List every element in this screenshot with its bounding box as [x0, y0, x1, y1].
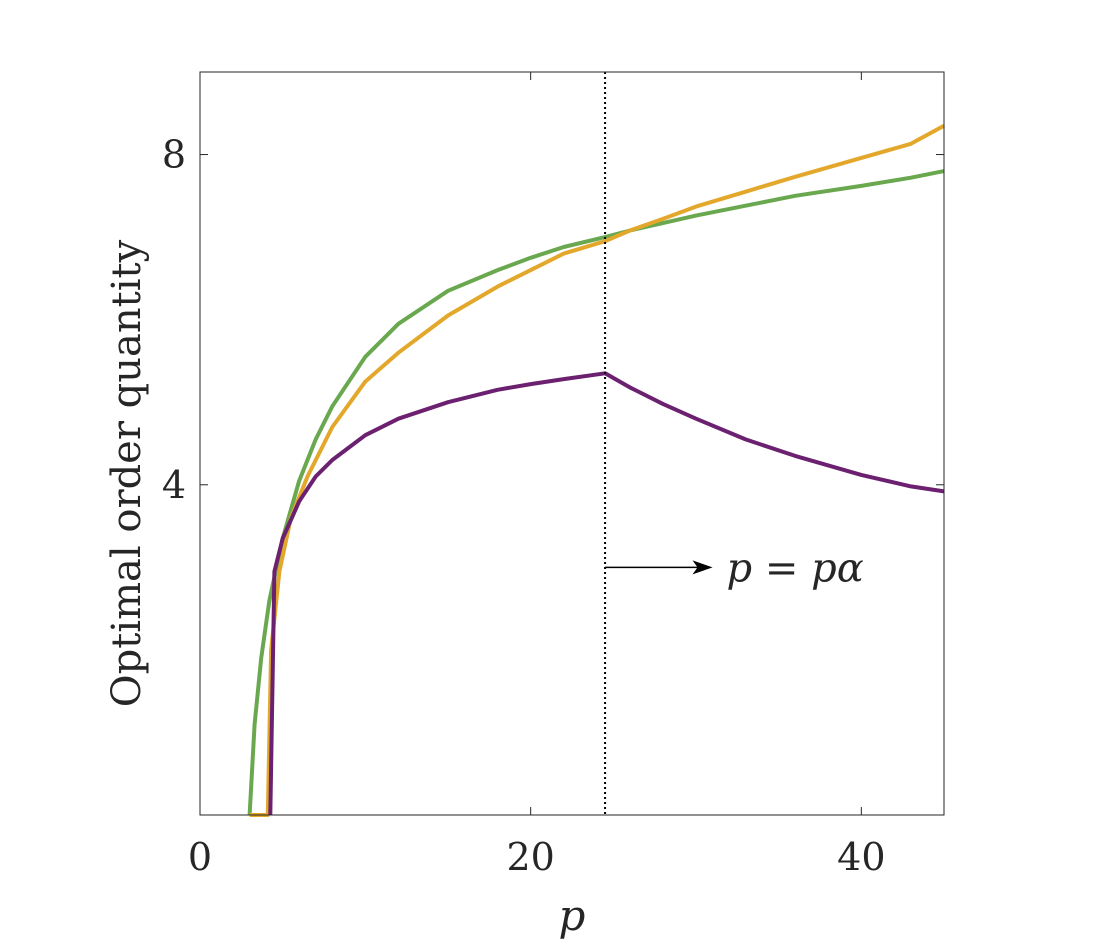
plot-frame: [199, 71, 945, 816]
x-tick-label: 40: [837, 835, 885, 879]
series-layer: [247, 123, 945, 817]
annotation-arrowhead: [692, 560, 713, 575]
x-axis-label: p: [559, 891, 586, 940]
y-tick-label: 4: [162, 463, 186, 507]
series-line-3: [268, 371, 945, 816]
axis-ticks: 0 20 40 4 8: [162, 72, 944, 879]
x-tick-label: 0: [188, 835, 212, 879]
y-axis-label: Optimal order quantity: [104, 239, 150, 707]
x-tick-label: 20: [506, 835, 554, 879]
series-line-2: [249, 123, 945, 817]
annotation-label: p = pα: [727, 545, 864, 591]
series-line-1: [247, 169, 945, 816]
annotation: p = pα: [605, 545, 864, 591]
y-tick-label: 8: [162, 133, 186, 177]
